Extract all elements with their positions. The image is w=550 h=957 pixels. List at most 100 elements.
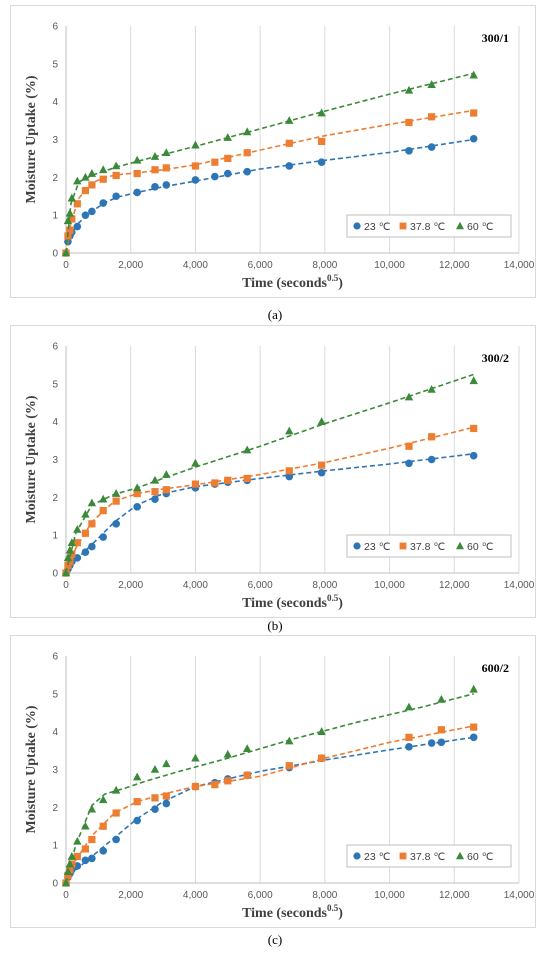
data-point xyxy=(73,852,81,861)
x-tick-label: 14,000 xyxy=(504,260,535,271)
data-point xyxy=(211,172,219,181)
data-point xyxy=(150,152,160,160)
x-tick-label: 6,000 xyxy=(248,580,273,591)
data-point xyxy=(285,467,293,475)
data-point xyxy=(87,498,97,507)
x-tick-label: 2,000 xyxy=(118,890,143,901)
x-tick-label: 12,000 xyxy=(439,890,470,901)
x-axis-title-main: Time (seconds xyxy=(242,276,327,291)
data-point xyxy=(133,489,141,498)
x-axis-title-close: ) xyxy=(338,276,343,291)
data-point xyxy=(191,140,200,149)
data-point xyxy=(427,385,436,393)
data-point xyxy=(162,181,171,189)
x-axis-title-superscript: 0.5 xyxy=(327,273,339,283)
x-tick-label: 12,000 xyxy=(439,260,470,271)
data-point xyxy=(133,816,141,825)
data-point xyxy=(437,738,446,747)
corner-label: 600/2 xyxy=(482,661,509,675)
x-tick-label: 0 xyxy=(63,580,69,591)
x-axis-title: Time (seconds0.5) xyxy=(242,273,343,291)
data-point xyxy=(470,424,478,433)
data-point xyxy=(112,809,120,817)
data-point xyxy=(81,172,90,181)
y-tick-label: 1 xyxy=(52,211,58,222)
data-point xyxy=(243,445,252,454)
data-point xyxy=(111,161,121,170)
panel-caption-a: (a) xyxy=(267,307,283,322)
data-point xyxy=(318,754,326,762)
data-point xyxy=(88,542,96,551)
data-point xyxy=(211,158,219,166)
data-point xyxy=(469,376,478,385)
corner-label: 300/2 xyxy=(482,351,509,365)
y-tick-label: 6 xyxy=(52,22,58,33)
data-point xyxy=(73,524,82,533)
data-point xyxy=(223,169,232,178)
data-point xyxy=(66,866,74,874)
data-point xyxy=(243,474,251,483)
data-point xyxy=(243,127,252,136)
data-point xyxy=(87,804,97,813)
data-point xyxy=(162,470,171,478)
data-point xyxy=(112,171,120,180)
legend-box xyxy=(346,214,512,238)
y-tick-label: 1 xyxy=(52,531,58,542)
data-point xyxy=(405,743,413,751)
x-axis-title-superscript: 0.5 xyxy=(327,903,339,913)
data-point xyxy=(65,859,75,868)
data-point xyxy=(151,794,159,802)
data-point xyxy=(73,539,81,547)
x-tick-label: 8,000 xyxy=(312,890,337,901)
data-point xyxy=(133,169,141,178)
data-point xyxy=(73,836,82,845)
data-point xyxy=(65,208,75,217)
y-tick-label: 6 xyxy=(52,652,58,663)
data-point xyxy=(162,759,171,768)
data-point xyxy=(99,506,107,515)
data-point xyxy=(470,109,478,117)
x-axis-title: Time (seconds0.5) xyxy=(242,593,343,611)
x-tick-label: 12,000 xyxy=(439,580,470,591)
data-point xyxy=(470,723,478,731)
data-point xyxy=(67,852,77,860)
data-point xyxy=(151,495,159,504)
y-tick-label: 0 xyxy=(52,879,58,890)
x-tick-label: 14,000 xyxy=(504,580,535,591)
legend-entry: 37.8 ℃ xyxy=(410,541,445,553)
legend-entry: 23 ℃ xyxy=(364,221,391,233)
chart-svg-c: 0 2,000 4,000 6,000 8,000 10,000 12,000 14,000 0… xyxy=(24,652,535,922)
data-point xyxy=(162,799,171,808)
data-point xyxy=(317,727,326,735)
legend-marker xyxy=(456,851,464,860)
data-point xyxy=(285,116,294,124)
y-tick-label: 5 xyxy=(52,689,58,700)
data-point xyxy=(437,695,446,703)
y-tick-label: 1 xyxy=(52,841,58,852)
data-point xyxy=(66,558,74,566)
y-axis-title: Moisture Uptake (%) xyxy=(24,705,39,833)
data-point xyxy=(99,175,107,183)
data-point xyxy=(243,771,251,779)
x-tick-label: 0 xyxy=(63,890,69,901)
x-axis-title-main: Time (seconds xyxy=(242,596,327,611)
legend-marker xyxy=(399,542,407,550)
data-point xyxy=(81,856,90,865)
data-point xyxy=(285,472,294,481)
y-tick-label: 4 xyxy=(52,97,58,108)
data-point xyxy=(191,458,200,467)
data-point xyxy=(428,433,436,441)
legend-marker xyxy=(353,852,361,860)
y-tick-label: 5 xyxy=(52,379,58,390)
data-point xyxy=(81,509,90,518)
x-tick-label: 8,000 xyxy=(312,580,337,591)
data-point xyxy=(61,878,71,887)
data-point xyxy=(243,149,251,157)
chart-svg-a: 0 2,000 4,000 6,000 8,000 10,000 12,000 14,000 0… xyxy=(24,22,535,292)
legend-marker xyxy=(456,541,464,550)
trend-line xyxy=(65,453,474,574)
x-axis-title: Time (seconds0.5) xyxy=(242,903,343,921)
y-tick-label: 0 xyxy=(52,249,58,260)
y-axis-title: Moisture Uptake (%) xyxy=(24,75,39,203)
chart-panel-a: 0 2,000 4,000 6,000 8,000 10,000 12,000 14,000 0… xyxy=(10,5,536,298)
